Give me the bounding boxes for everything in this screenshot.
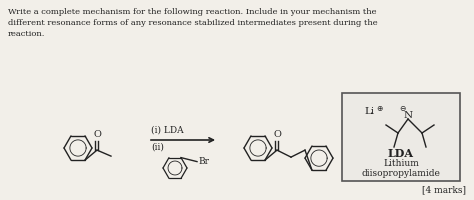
- Text: Br: Br: [198, 157, 209, 166]
- Text: N: N: [404, 111, 413, 120]
- Text: [4 marks]: [4 marks]: [422, 185, 466, 194]
- Text: Lithium: Lithium: [383, 159, 419, 168]
- Text: diisopropylamide: diisopropylamide: [362, 169, 440, 178]
- Text: Write a complete mechanism for the following reaction. Include in your mechanism: Write a complete mechanism for the follo…: [8, 8, 376, 16]
- Text: reaction.: reaction.: [8, 30, 46, 38]
- Text: ⊖: ⊖: [399, 104, 405, 113]
- Text: LDA: LDA: [388, 148, 414, 159]
- Bar: [342, 93, 460, 181]
- Text: O: O: [273, 130, 281, 139]
- Text: (i) LDA: (i) LDA: [151, 126, 183, 135]
- Text: (ii): (ii): [151, 143, 164, 152]
- Text: different resonance forms of any resonance stabilized intermediates present duri: different resonance forms of any resonan…: [8, 19, 378, 27]
- Text: Li: Li: [364, 107, 374, 116]
- Text: ⊕: ⊕: [376, 104, 383, 113]
- Text: O: O: [93, 130, 101, 139]
